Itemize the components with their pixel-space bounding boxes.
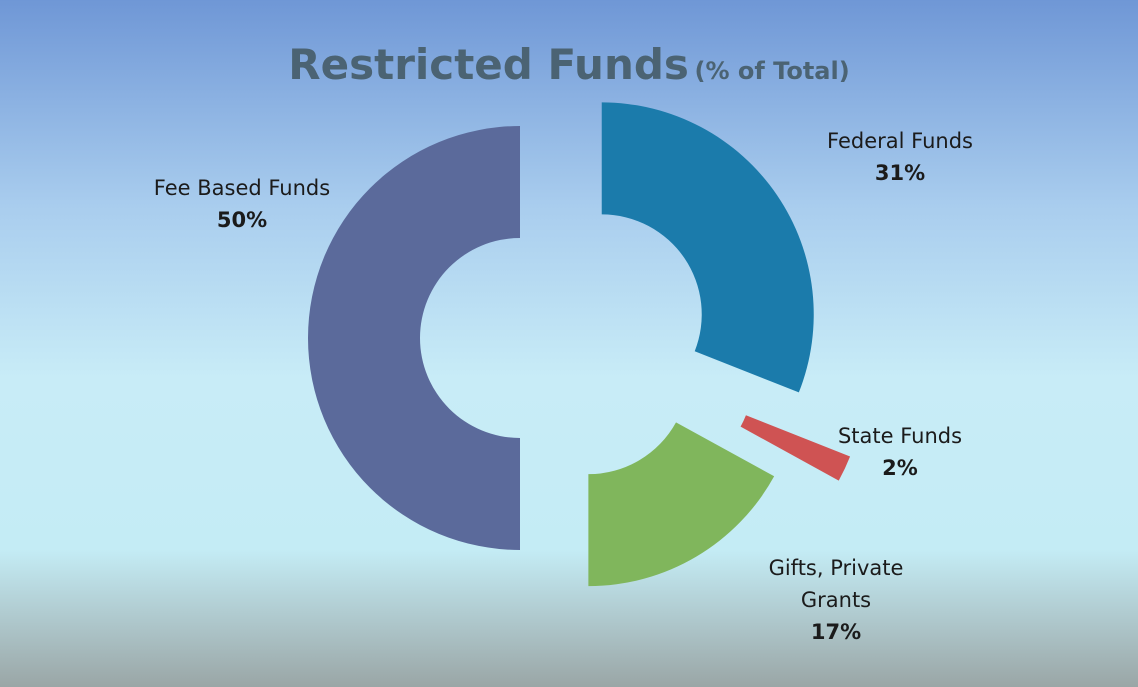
value-label: 31% bbox=[874, 161, 926, 185]
category-label: Federal Funds bbox=[827, 129, 973, 153]
donut-slice bbox=[588, 422, 775, 587]
slice-label: Gifts, Private Grants 17% bbox=[746, 552, 926, 648]
category-label: Fee Based Funds bbox=[153, 176, 331, 200]
donut-slice bbox=[308, 126, 520, 550]
category-label: State Funds bbox=[837, 424, 963, 448]
chart-title: Restricted Funds bbox=[288, 40, 689, 89]
donut-slice bbox=[740, 415, 851, 481]
value-label: 17% bbox=[810, 620, 862, 644]
chart-title-block: Restricted Funds (% of Total) bbox=[0, 40, 1138, 89]
category-label: Gifts, Private Grants bbox=[768, 556, 904, 612]
slice-label: Fee Based Funds 50% bbox=[122, 172, 362, 236]
slice-label: State Funds 2% bbox=[800, 420, 1000, 484]
donut-slice bbox=[601, 102, 814, 393]
slice-label: Federal Funds 31% bbox=[790, 125, 1010, 189]
value-label: 50% bbox=[216, 208, 268, 232]
value-label: 2% bbox=[882, 456, 918, 480]
chart-subtitle: (% of Total) bbox=[694, 57, 850, 85]
